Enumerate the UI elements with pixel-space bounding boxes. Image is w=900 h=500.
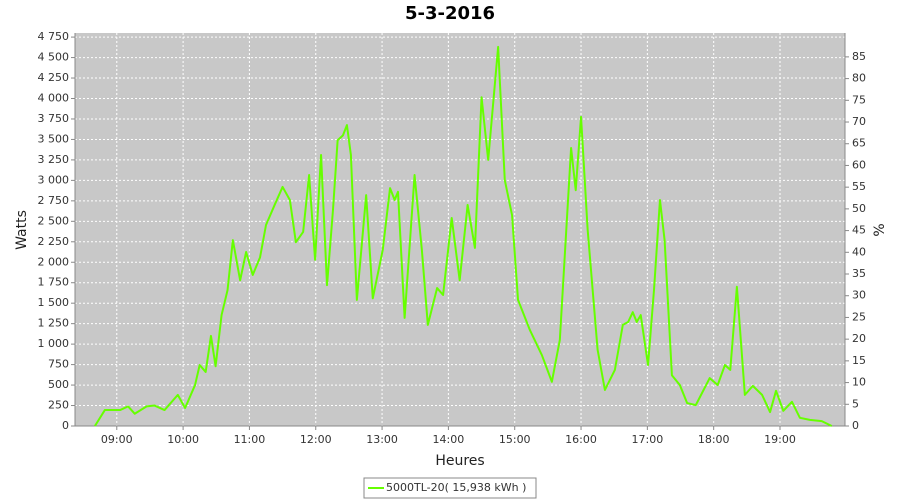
y2-tick-label: 65 <box>852 137 866 150</box>
x-tick-label: 16:00 <box>565 433 597 446</box>
y-tick-label: 4 000 <box>38 92 70 105</box>
x-tick-label: 10:00 <box>167 433 199 446</box>
y2-tick-label: 0 <box>852 419 859 432</box>
y-tick-label: 3 500 <box>38 132 70 145</box>
y-axis-label: Watts <box>14 210 30 250</box>
y2-tick-label: 55 <box>852 180 866 193</box>
y2-tick-label: 30 <box>852 289 866 302</box>
y-tick-label: 3 750 <box>38 112 70 125</box>
x-tick-label: 14:00 <box>433 433 465 446</box>
y-tick-label: 2 250 <box>38 235 70 248</box>
x-axis-label: Heures <box>435 453 484 469</box>
y-tick-label: 3 000 <box>38 173 70 186</box>
x-tick-label: 09:00 <box>101 433 133 446</box>
y-tick-label: 2 500 <box>38 214 70 227</box>
y2-tick-label: 5 <box>852 397 859 410</box>
y2-tick-label: 75 <box>852 93 866 106</box>
x-tick-label: 18:00 <box>698 433 730 446</box>
y-tick-label: 0 <box>62 419 69 432</box>
legend-label: 5000TL-20( 15,938 kWh ) <box>386 481 526 494</box>
x-tick-label: 17:00 <box>632 433 664 446</box>
y2-tick-label: 60 <box>852 158 866 171</box>
y-tick-label: 4 750 <box>38 30 70 43</box>
chart-title: 5-3-2016 <box>405 3 495 24</box>
x-tick-label: 13:00 <box>366 433 398 446</box>
y-tick-label: 4 250 <box>38 71 70 84</box>
y2-tick-label: 45 <box>852 224 866 237</box>
y-tick-label: 2 750 <box>38 194 70 207</box>
y2-tick-label: 20 <box>852 332 866 345</box>
y-tick-label: 250 <box>48 399 69 412</box>
y-tick-label: 750 <box>48 358 69 371</box>
data-line <box>94 45 833 427</box>
y2-tick-label: 15 <box>852 354 866 367</box>
y2-tick-label: 80 <box>852 72 866 85</box>
x-tick-label: 12:00 <box>300 433 332 446</box>
y-tick-label: 2 000 <box>38 255 70 268</box>
y2-axis-label: % <box>872 223 888 236</box>
y-tick-label: 1 500 <box>38 296 70 309</box>
y2-tick-label: 35 <box>852 267 866 280</box>
x-tick-label: 11:00 <box>234 433 266 446</box>
y2-tick-label: 85 <box>852 50 866 63</box>
y2-tick-label: 10 <box>852 376 866 389</box>
y2-tick-label: 25 <box>852 310 866 323</box>
y-tick-label: 3 250 <box>38 153 70 166</box>
y-tick-label: 1 000 <box>38 337 70 350</box>
y-tick-label: 1 250 <box>38 317 70 330</box>
legend <box>363 477 537 499</box>
x-tick-label: 15:00 <box>499 433 531 446</box>
y2-tick-label: 50 <box>852 202 866 215</box>
y-tick-label: 4 500 <box>38 51 70 64</box>
y-tick-label: 500 <box>48 378 69 391</box>
y2-tick-label: 70 <box>852 115 866 128</box>
y-tick-label: 1 750 <box>38 276 70 289</box>
x-tick-label: 19:00 <box>764 433 796 446</box>
y2-tick-label: 40 <box>852 245 866 258</box>
